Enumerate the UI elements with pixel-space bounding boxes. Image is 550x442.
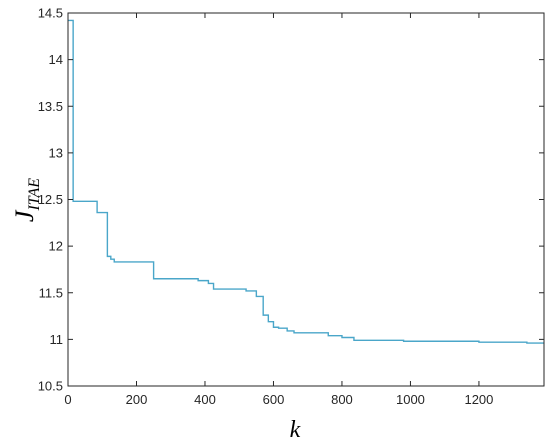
y-tick-label-1: 11	[50, 332, 64, 347]
series-line-0	[68, 19, 544, 344]
y-tick-label-2: 11.5	[39, 285, 63, 300]
x-tick-label-2: 400	[194, 392, 216, 407]
y-tick-label-8: 14.5	[38, 6, 63, 21]
y-tick-label-5: 13	[49, 145, 63, 160]
y-tick-label-3: 12	[49, 239, 63, 254]
y-tick-label-4: 12.5	[38, 192, 63, 207]
y-axis-title-subscript: ITAE	[26, 178, 43, 212]
y-axis-title: JITAE	[10, 178, 43, 222]
x-axis-title: k	[290, 417, 301, 442]
y-tick-label-6: 13.5	[38, 99, 63, 114]
x-tick-label-4: 800	[331, 392, 353, 407]
x-tick-label-0: 0	[64, 392, 71, 407]
y-tick-label-7: 14	[49, 52, 63, 67]
y-tick-label-0: 10.5	[38, 379, 63, 394]
x-tick-label-5: 1000	[396, 392, 425, 407]
x-tick-label-3: 600	[263, 392, 285, 407]
x-tick-label-6: 1200	[464, 392, 493, 407]
plot-area	[68, 13, 544, 386]
x-tick-label-1: 200	[126, 392, 148, 407]
y-axis-title-main: J	[10, 209, 39, 222]
plot-frame	[67, 12, 545, 387]
